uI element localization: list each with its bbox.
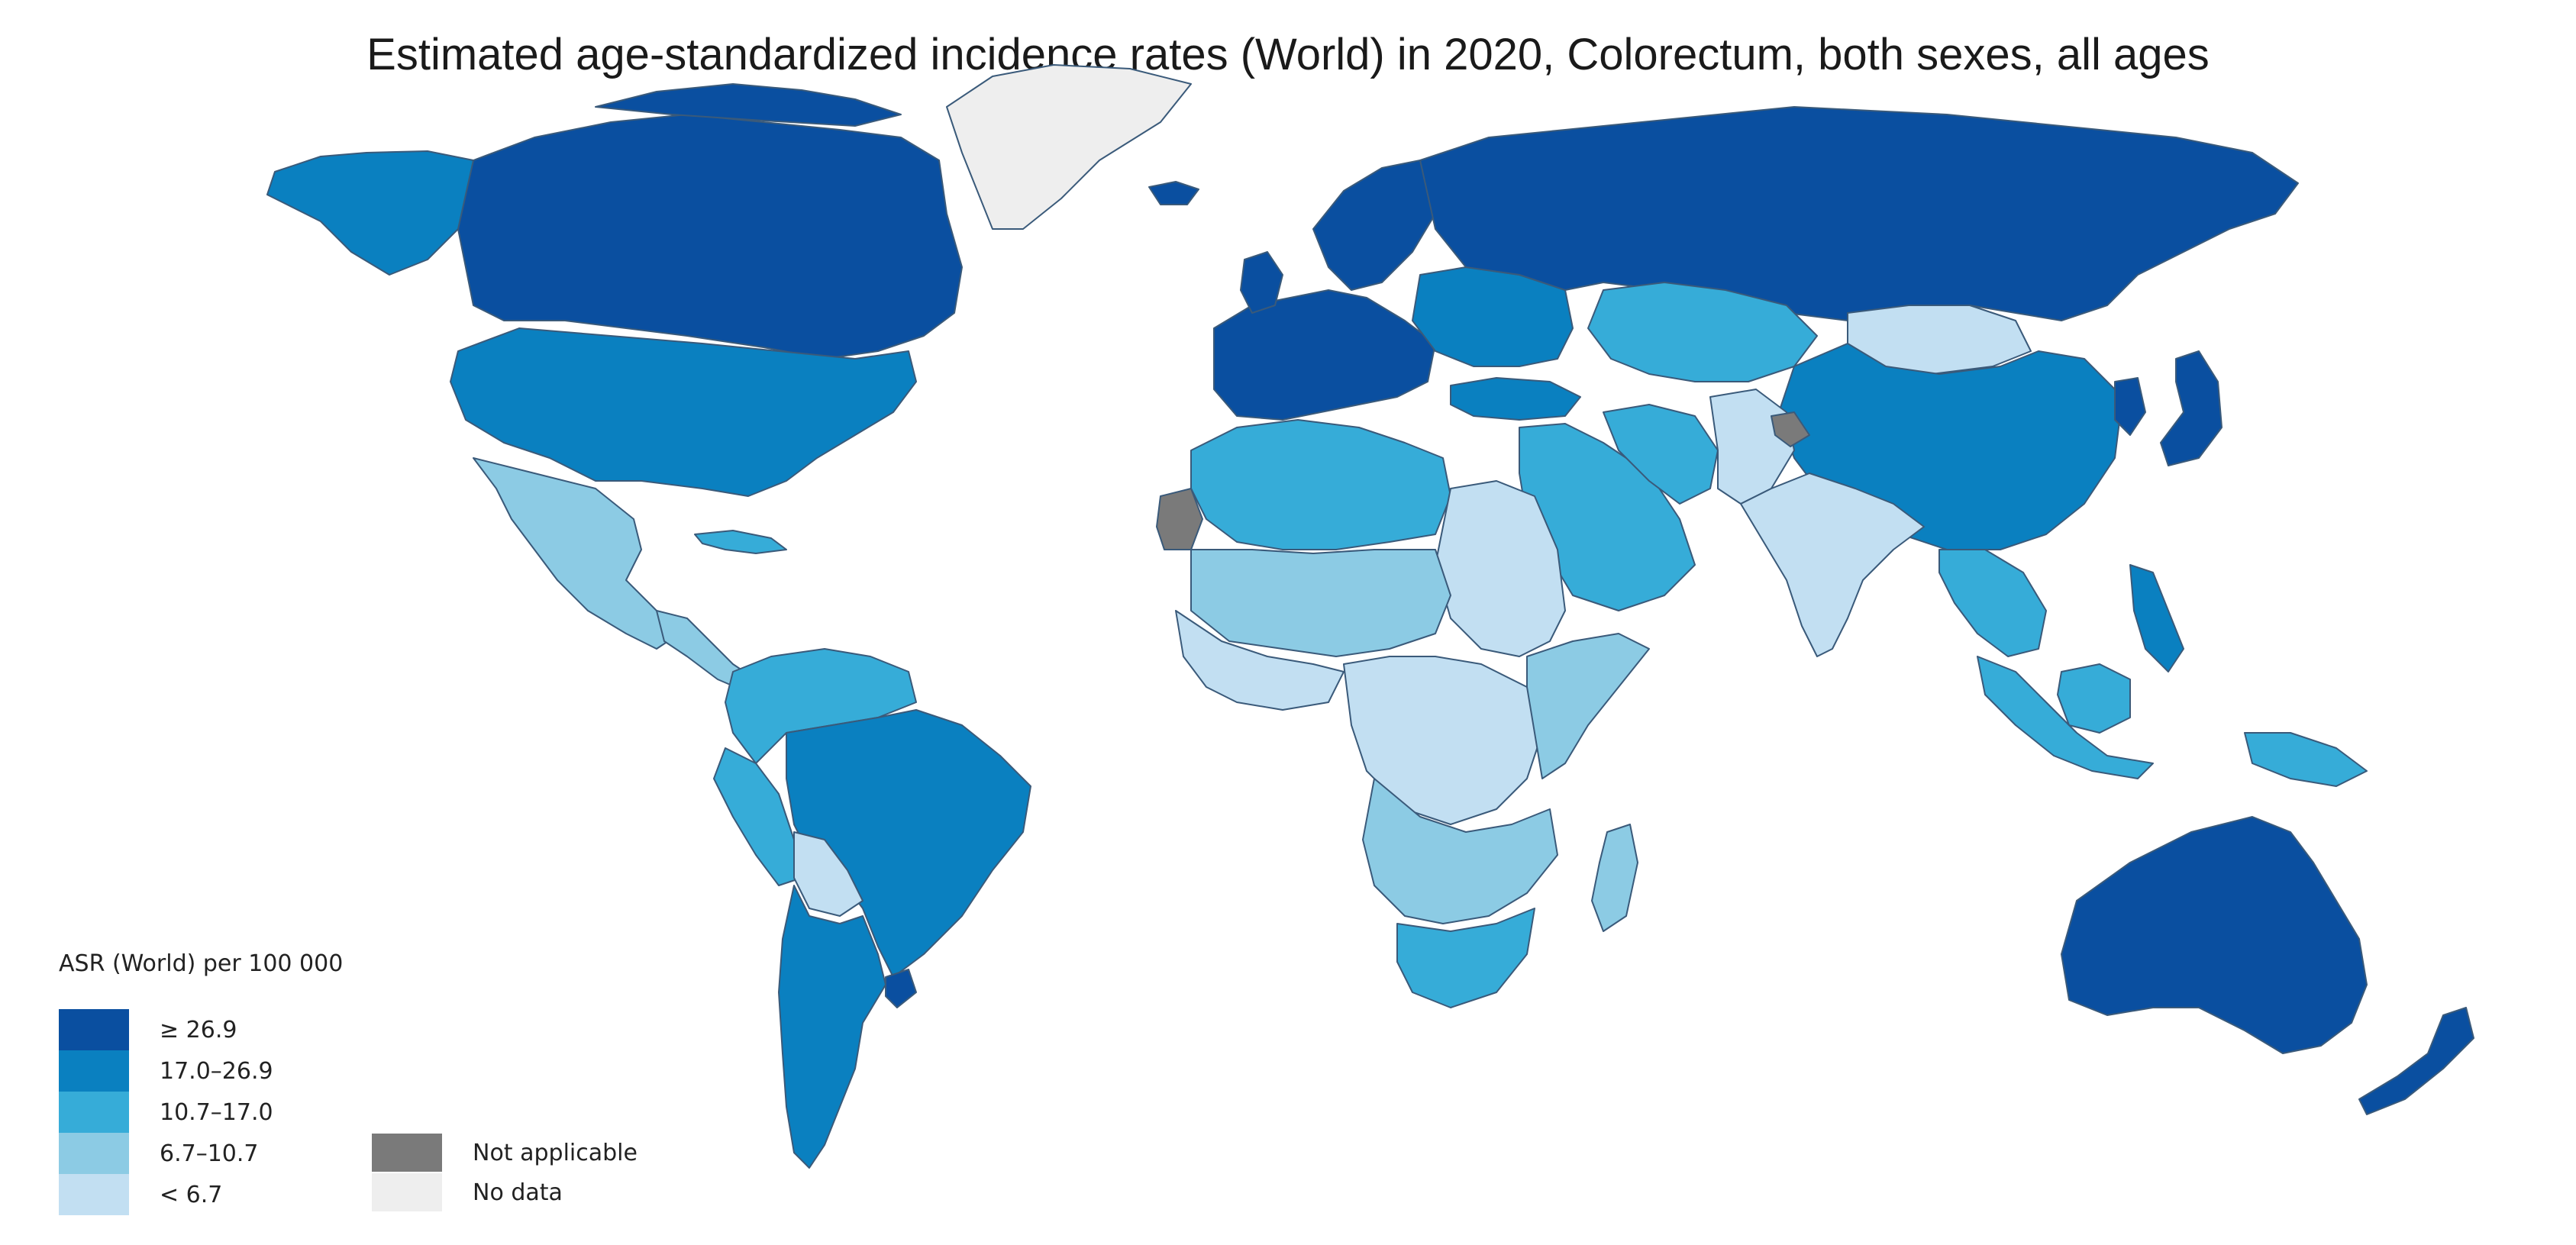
legend-title: ASR (World) per 100 000	[59, 950, 344, 977]
map-region-argentina-chile	[778, 885, 886, 1169]
map-region-kazakhstan	[1587, 282, 1818, 382]
map-region-new-guinea	[2244, 732, 2368, 787]
map-region-southern-africa	[1362, 778, 1558, 924]
legend-swatch	[59, 1174, 129, 1215]
legend-item: 17.0–26.9	[59, 1050, 273, 1092]
map-region-iceland	[1148, 181, 1199, 205]
map-region-india	[1740, 473, 1925, 657]
map-region-canada-islands	[595, 83, 902, 127]
map-region-west-africa	[1175, 610, 1344, 711]
map-region-south-africa	[1396, 908, 1535, 1008]
legend-swatch-not-applicable	[372, 1134, 442, 1172]
legend-item: ≥ 26.9	[59, 1009, 273, 1050]
legend-item: Not applicable	[372, 1133, 638, 1172]
map-region-peru	[713, 747, 802, 886]
map-title: Estimated age-standardized incidence rat…	[366, 30, 2210, 79]
map-region-alaska	[266, 150, 489, 276]
legend-swatch	[59, 1092, 129, 1133]
legend-swatch	[59, 1133, 129, 1174]
map-region-russia	[1419, 106, 2299, 321]
map-region-borneo	[2057, 663, 2131, 734]
map-region-kashmir	[1771, 411, 1810, 447]
map-region-turkey	[1450, 377, 1581, 421]
map-region-australia	[2061, 816, 2368, 1054]
map-region-sahel	[1190, 549, 1451, 657]
map-region-uk	[1240, 251, 1283, 314]
map-region-japan	[2160, 350, 2223, 466]
map-region-western-europe	[1213, 289, 1436, 421]
legend-item: 6.7–10.7	[59, 1133, 273, 1174]
map-region-indonesia	[1977, 656, 2154, 779]
legend-bins: ≥ 26.9 17.0–26.9 10.7–17.0 6.7–10.7 < 6.…	[59, 1009, 273, 1215]
map-region-canada	[457, 114, 963, 360]
legend-item: 10.7–17.0	[59, 1092, 273, 1133]
legend-item: < 6.7	[59, 1174, 273, 1215]
map-region-uruguay	[885, 969, 917, 1008]
map-region-greenland	[946, 64, 1192, 230]
legend-swatch-no-data	[372, 1173, 442, 1211]
map-region-east-africa	[1526, 633, 1650, 779]
legend-label: No data	[473, 1179, 563, 1206]
legend-label: 6.7–10.7	[160, 1140, 259, 1167]
legend-extra: Not applicable No data	[372, 1133, 638, 1212]
map-region-iran	[1603, 404, 1719, 505]
map-region-madagascar	[1591, 824, 1638, 932]
map-region-new-zealand	[2358, 1007, 2474, 1115]
map-region-caribbean	[694, 530, 787, 554]
legend-item: No data	[372, 1172, 638, 1212]
map-region-usa	[450, 327, 917, 497]
legend-label: < 6.7	[160, 1181, 223, 1208]
legend-swatch	[59, 1009, 129, 1050]
legend-label: 10.7–17.0	[160, 1098, 273, 1126]
legend-swatch	[59, 1050, 129, 1092]
map-region-philippines	[2129, 564, 2184, 672]
legend-label: Not applicable	[473, 1139, 638, 1166]
map-region-central-africa	[1343, 656, 1543, 825]
map-region-mexico	[473, 457, 680, 650]
legend-label: ≥ 26.9	[160, 1016, 237, 1043]
map-region-north-africa	[1190, 419, 1451, 550]
map-region-korea	[2114, 377, 2146, 436]
legend-label: 17.0–26.9	[160, 1057, 273, 1085]
map-region-bolivia	[793, 831, 864, 917]
map-region-southeast-asia	[1938, 549, 2047, 657]
